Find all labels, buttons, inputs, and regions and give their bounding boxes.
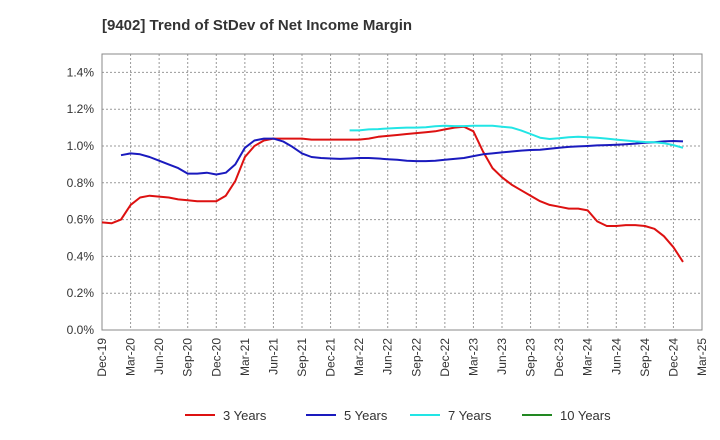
x-tick-label: Jun-23 [495, 338, 509, 375]
legend-label: 5 Years [344, 408, 388, 423]
legend-label: 10 Years [560, 408, 611, 423]
x-tick-label: Mar-23 [466, 338, 480, 376]
legend-label: 7 Years [448, 408, 492, 423]
chart-title: [9402] Trend of StDev of Net Income Marg… [102, 17, 412, 34]
x-tick-label: Jun-20 [152, 338, 166, 375]
series-lines [101, 124, 684, 263]
x-tick-label: Mar-25 [695, 338, 709, 376]
x-tick-label: Jun-24 [609, 338, 623, 375]
y-tick-label: 0.2% [67, 286, 95, 300]
legend-label: 3 Years [223, 408, 267, 423]
plot-area-frame [101, 53, 703, 331]
y-tick-label: 1.2% [67, 102, 95, 116]
x-axis-ticks: Dec-19 Mar-20 Jun-20 Sep-20 Dec-20 Mar-21 Jun-… [95, 338, 709, 377]
x-tick-label: Mar-21 [238, 338, 252, 376]
x-tick-label: Jun-22 [381, 338, 395, 375]
x-tick-label: Dec-24 [666, 338, 680, 377]
y-tick-label: 0.8% [67, 176, 95, 190]
x-tick-label: Mar-22 [352, 338, 366, 376]
x-tick-label: Sep-20 [181, 338, 195, 377]
x-tick-label: Jun-21 [266, 338, 280, 375]
x-tick-label: Sep-24 [638, 338, 652, 377]
y-tick-label: 0.4% [67, 249, 95, 263]
x-tick-label: Sep-23 [524, 338, 538, 377]
x-tick-label: Mar-24 [581, 338, 595, 376]
y-axis-ticks: 0.0% 0.2% 0.4% 0.6% 0.8% 1.0% 1.2% 1.4% [67, 65, 95, 337]
x-tick-label: Dec-20 [209, 338, 223, 377]
y-tick-label: 1.4% [67, 65, 95, 79]
x-tick-label: Sep-21 [295, 338, 309, 377]
y-tick-label: 0.0% [67, 323, 95, 337]
x-tick-label: Dec-21 [324, 338, 338, 377]
y-tick-label: 0.6% [67, 213, 95, 227]
series-line-5-years [120, 137, 684, 176]
grid-lines [101, 54, 703, 331]
legend: 3 Years 5 Years 7 Years 10 Years [185, 408, 611, 423]
series-line-7-years [349, 124, 684, 149]
x-tick-label: Sep-22 [409, 338, 423, 377]
x-tick-label: Dec-19 [95, 338, 109, 377]
x-tick-label: Dec-23 [552, 338, 566, 377]
x-tick-label: Dec-22 [438, 338, 452, 377]
x-tick-label: Mar-20 [124, 338, 138, 376]
series-line-3-years [101, 125, 684, 263]
y-tick-label: 1.0% [67, 139, 95, 153]
